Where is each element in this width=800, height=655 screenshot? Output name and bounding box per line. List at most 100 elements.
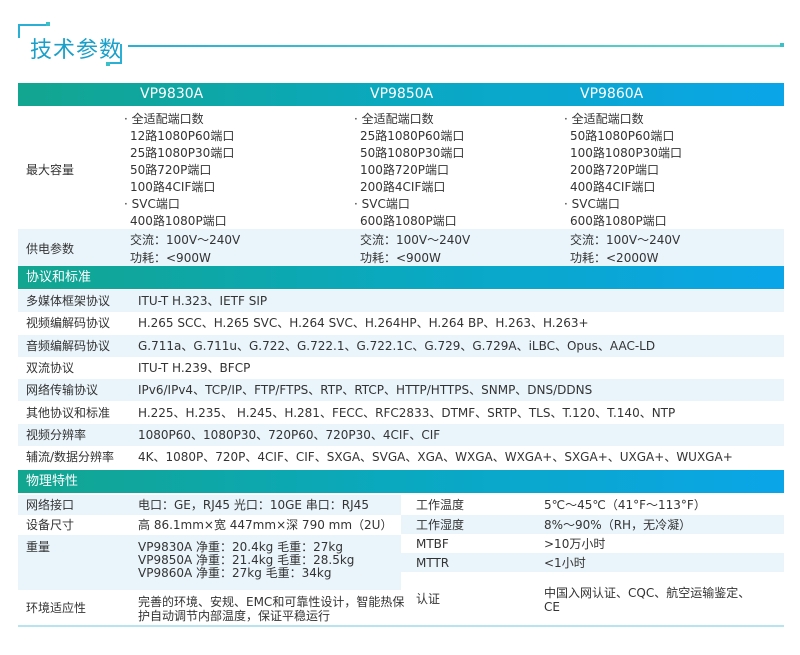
row-value: 完善的环境、安规、EMC和可靠性设计，智能热保 <box>138 594 405 609</box>
row-label: 工作温度 <box>416 498 465 512</box>
row-value: <1小时 <box>544 556 586 570</box>
capacity-item: · SVC端口 <box>124 197 180 211</box>
row-label: 音频编解码协议 <box>26 338 111 353</box>
capacity-item: 100路4CIF端口 <box>130 180 216 194</box>
row-value: 高 86.1mm×宽 447mm×深 790 mm（2U） <box>138 518 393 532</box>
row-label: 辅流/数据分辨率 <box>26 450 115 465</box>
row-label: 多媒体框架协议 <box>26 294 111 308</box>
row-label: 其他协议和标准 <box>26 405 111 420</box>
row-label: 视频编解码协议 <box>26 316 111 331</box>
dot-decoration <box>780 43 784 47</box>
physical-row: 网络接口 电口：GE，RJ45 光口：10GE 串口：RJ45 <box>18 495 401 515</box>
bottom-line <box>18 625 784 627</box>
model-name: VP9830A <box>140 86 204 102</box>
row-value: 1080P60、1080P30、720P60、720P30、4CIF、CIF <box>138 427 441 442</box>
capacity-item: · SVC端口 <box>564 197 620 211</box>
power-item: 功耗：<900W <box>130 251 211 265</box>
capacity-item: 200路720P端口 <box>570 163 660 177</box>
row-value: 护自动调节内部温度，保证平稳运行 <box>138 608 331 623</box>
capacity-item: 600路1080P端口 <box>360 214 457 228</box>
power-item: 功耗：<900W <box>360 251 441 265</box>
power-item: 交流：100V～240V <box>570 233 681 247</box>
capacity-item: · 全适配端口数 <box>354 112 434 126</box>
row-label: 环境适应性 <box>26 600 87 615</box>
row-value: >10万小时 <box>544 537 606 551</box>
capacity-item: 600路1080P端口 <box>570 214 667 228</box>
row-value: IPv6/IPv4、TCP/IP、FTP/FTPS、RTP、RTCP、HTTP/… <box>138 383 593 398</box>
power-row: 供电参数 交流：100V～240V 功耗：<900W 交流：100V～240V 功耗：… <box>18 229 784 266</box>
protocol-row: 多媒体框架协议 ITU-T H.323、IETF SIP <box>18 290 784 312</box>
protocol-row: 网络传输协议 IPv6/IPv4、TCP/IP、FTP/FTPS、RTP、RTCP… <box>18 379 784 402</box>
row-value: CE <box>544 599 560 614</box>
row-value: 8%～90%（RH，无冷凝） <box>544 518 692 532</box>
protocol-row: 其他协议和标准 H.225、H.235、 H.245、H.281、FECC、RFC… <box>18 402 784 424</box>
row-label: 双流协议 <box>26 360 75 375</box>
row-label: 工作湿度 <box>416 518 465 532</box>
protocol-row: 双流协议 ITU-T H.239、BFCP <box>18 357 784 379</box>
row-label: 供电参数 <box>26 242 75 256</box>
capacity-item: 100路720P端口 <box>360 163 450 177</box>
physical-row: 设备尺寸 高 86.1mm×宽 447mm×深 790 mm（2U） <box>18 515 401 535</box>
bracket-decoration <box>108 44 122 64</box>
capacity-item: 25路1080P30端口 <box>130 146 235 160</box>
row-label: 视频分辨率 <box>26 427 87 442</box>
row-label: 重量 <box>26 540 51 554</box>
physical-row: 认证 中国入网认证、CQC、航空运输鉴定、 CE <box>401 572 784 625</box>
power-item: 功耗：<2000W <box>570 251 659 265</box>
protocol-row: 音频编解码协议 G.711a、G.711u、G.722、G.722.1、G.722… <box>18 334 784 357</box>
model-name: VP9850A <box>370 86 434 102</box>
row-label: 最大容量 <box>26 163 75 177</box>
row-label: MTTR <box>416 556 450 570</box>
capacity-item: 50路1080P60端口 <box>570 129 675 143</box>
capacity-item: · 全适配端口数 <box>564 112 644 126</box>
page-title: 技术参数 <box>30 38 123 63</box>
row-label: 网络接口 <box>26 498 75 512</box>
capacity-item: 400路1080P端口 <box>130 214 227 228</box>
physical-row: MTBF >10万小时 <box>401 534 784 553</box>
capacity-item: 400路4CIF端口 <box>570 180 656 194</box>
protocol-row: 视频编解码协议 H.265 SCC、H.265 SVC、H.264 SVC、H.2… <box>18 312 784 334</box>
capacity-item: 25路1080P60端口 <box>360 129 465 143</box>
section-title-block: 技术参数 <box>18 22 784 72</box>
row-label: MTBF <box>416 537 449 551</box>
title-line <box>128 45 784 47</box>
capacity-item: · SVC端口 <box>354 197 410 211</box>
row-label: 设备尺寸 <box>26 518 75 532</box>
protocol-row: 辅流/数据分辨率 4K、1080P、720P、4CIF、CIF、SXGA、SVGA… <box>18 446 784 468</box>
row-label: 认证 <box>416 591 441 606</box>
row-value: G.711a、G.711u、G.722、G.722.1、G.722.1C、G.7… <box>138 338 656 353</box>
physical-row: 重量 VP9830A 净重：20.4kg 毛重：27kg VP9850A 净重：21… <box>18 535 401 590</box>
dot-decoration <box>46 22 50 26</box>
row-value: ITU-T H.239、BFCP <box>138 360 251 375</box>
row-label: 网络传输协议 <box>26 383 99 398</box>
physical-row: 工作湿度 8%～90%（RH，无冷凝） <box>401 515 784 534</box>
model-name: VP9860A <box>580 86 644 102</box>
row-value: ITU-T H.323、IETF SIP <box>138 294 268 308</box>
capacity-item: 50路1080P30端口 <box>360 146 465 160</box>
row-value: H.225、H.235、 H.245、H.281、FECC、RFC2833、DT… <box>138 405 676 420</box>
model-header: VP9830A VP9850A VP9860A <box>18 83 784 106</box>
dot-decoration <box>106 62 110 66</box>
capacity-item: 200路4CIF端口 <box>360 180 446 194</box>
capacity-item: 12路1080P60端口 <box>130 129 235 143</box>
row-value: H.265 SCC、H.265 SVC、H.264 SVC、H.264HP、H.… <box>138 316 589 331</box>
physical-header: 物理特性 <box>18 470 784 493</box>
bracket-decoration <box>18 24 48 38</box>
row-value: 电口：GE，RJ45 光口：10GE 串口：RJ45 <box>138 498 369 512</box>
physical-row: 工作温度 5℃～45℃（41°F～113°F） <box>401 495 784 515</box>
row-value: VP9850A 净重：21.4kg 毛重：28.5kg <box>138 553 355 567</box>
capacity-row: 最大容量 · 全适配端口数 12路1080P60端口 25路1080P30端口 50路… <box>18 106 784 229</box>
row-value: 4K、1080P、720P、4CIF、CIF、SXGA、SVGA、XGA、WXG… <box>138 450 733 465</box>
capacity-item: 50路720P端口 <box>130 163 212 177</box>
physical-row: MTTR <1小时 <box>401 553 784 572</box>
row-value: VP9830A 净重：20.4kg 毛重：27kg <box>138 540 343 554</box>
physical-row: 环境适应性 完善的环境、安规、EMC和可靠性设计，智能热保 护自动调节内部温度，保证… <box>18 590 405 625</box>
capacity-item: 100路1080P30端口 <box>570 146 682 160</box>
row-value: 中国入网认证、CQC、航空运输鉴定、 <box>544 585 751 600</box>
power-item: 交流：100V～240V <box>130 233 241 247</box>
protocol-row: 视频分辨率 1080P60、1080P30、720P60、720P30、4CIF、… <box>18 423 784 446</box>
row-value: VP9860A 净重：27kg 毛重：34kg <box>138 566 332 580</box>
protocols-header: 协议和标准 <box>18 266 784 289</box>
row-value: 5℃～45℃（41°F～113°F） <box>544 498 706 512</box>
power-item: 交流：100V～240V <box>360 233 471 247</box>
